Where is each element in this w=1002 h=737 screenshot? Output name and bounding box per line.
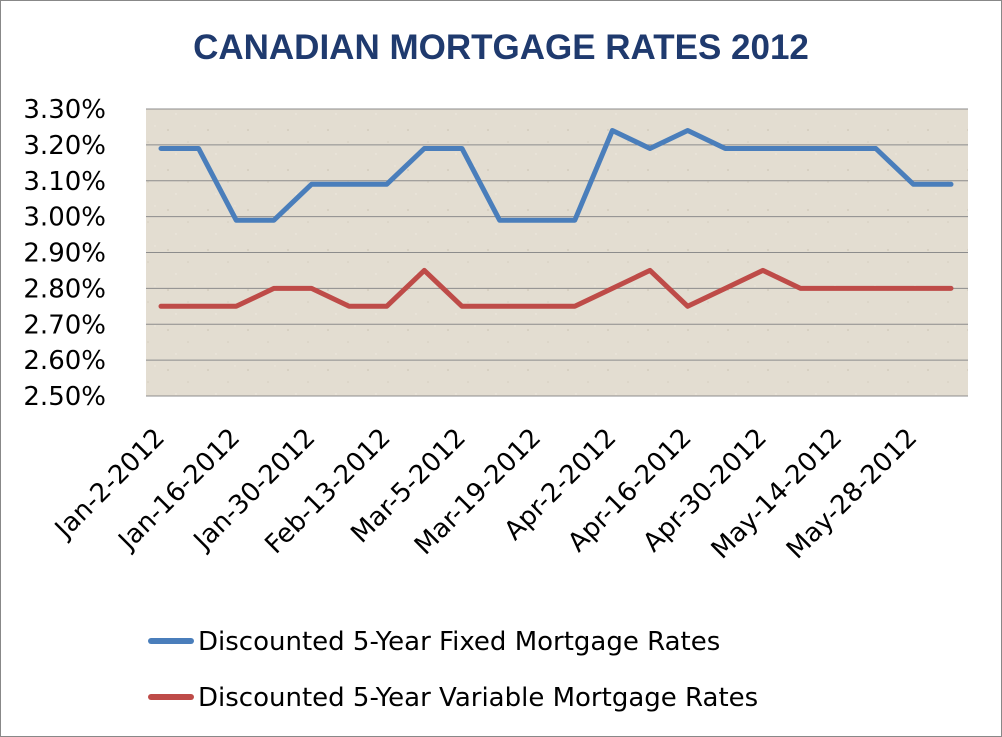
y-tick-label: 2.60% bbox=[23, 346, 106, 376]
legend: Discounted 5-Year Fixed Mortgage Rates Di… bbox=[148, 627, 758, 713]
y-axis-ticks: 2.50% 2.60% 2.70% 2.80% 2.90% 3.00% 3.10% 3.20%… bbox=[23, 95, 106, 412]
y-tick-label: 3.20% bbox=[23, 131, 106, 161]
y-tick-label: 2.80% bbox=[23, 274, 106, 304]
x-axis-ticks: Jan-2-2012Jan-16-2012Jan-30-2012Feb-13-2… bbox=[48, 423, 923, 565]
y-tick-label: 2.50% bbox=[23, 382, 106, 412]
x-tick-label: May-14-2012 bbox=[706, 423, 848, 565]
y-tick-label: 3.00% bbox=[23, 203, 106, 233]
series-lines bbox=[158, 128, 954, 309]
chart-title: CANADIAN MORTGAGE RATES 2012 bbox=[193, 28, 809, 67]
y-tick-label: 3.30% bbox=[23, 95, 106, 125]
legend-label: Discounted 5-Year Fixed Mortgage Rates bbox=[198, 627, 720, 657]
legend-label: Discounted 5-Year Variable Mortgage Rate… bbox=[198, 683, 758, 713]
x-tick-label: May-28-2012 bbox=[781, 423, 923, 565]
y-tick-label: 2.90% bbox=[23, 239, 106, 269]
fixed-rate-series-line bbox=[158, 128, 954, 223]
y-tick-label: 2.70% bbox=[23, 310, 106, 340]
y-tick-label: 3.10% bbox=[23, 167, 106, 197]
variable-rate-series-line bbox=[158, 267, 954, 309]
